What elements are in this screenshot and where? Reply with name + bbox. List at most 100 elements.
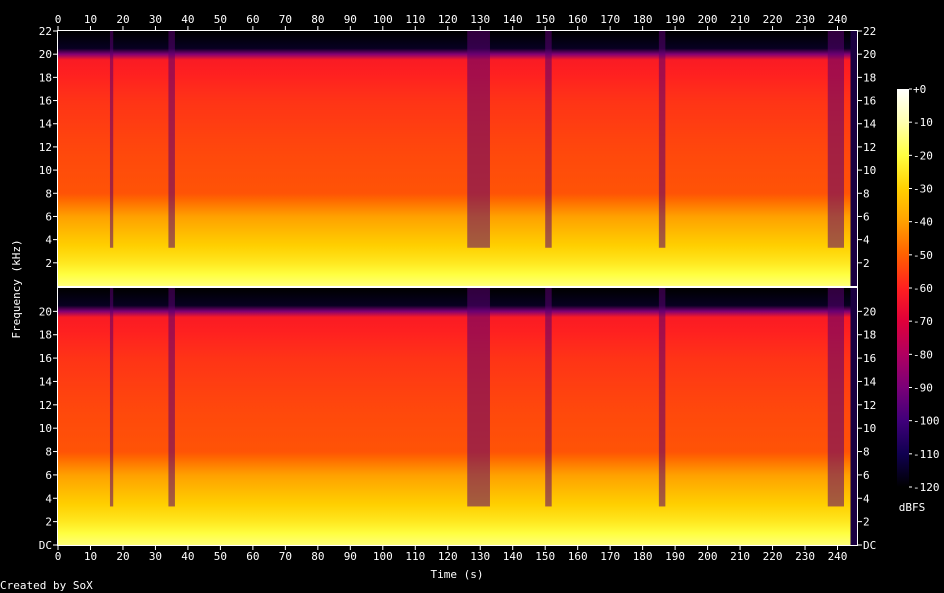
x-tick-label-top: 190 bbox=[665, 13, 685, 26]
y-tick-label-right: 22 bbox=[863, 25, 876, 38]
colorbar-tick-label: -50 bbox=[913, 249, 933, 262]
y-tick-label: 10 bbox=[39, 164, 52, 177]
y-tick-label-right: 18 bbox=[863, 329, 876, 342]
x-tick-label-top: 200 bbox=[698, 13, 718, 26]
x-tick-label-bottom: 220 bbox=[763, 550, 783, 563]
x-tick-label-top: 100 bbox=[373, 13, 393, 26]
y-tick-label-right: 20 bbox=[863, 48, 876, 61]
x-tick-label-bottom: 90 bbox=[344, 550, 357, 563]
x-tick-label-bottom: 110 bbox=[405, 550, 425, 563]
y-tick-label: 16 bbox=[39, 95, 52, 108]
x-axis-top: 0 10 20 30 40 50 60 70 80 90 100 110 120 130 140 150 160… bbox=[55, 13, 848, 31]
y-tick-label: DC bbox=[39, 539, 52, 552]
y-tick-label-right: 10 bbox=[863, 164, 876, 177]
y-tick-label: 2 bbox=[45, 257, 52, 270]
y-tick-label: 8 bbox=[45, 187, 52, 200]
x-tick-label-bottom: 20 bbox=[116, 550, 129, 563]
x-tick-label-top: 80 bbox=[311, 13, 324, 26]
x-tick-label-top: 30 bbox=[149, 13, 162, 26]
x-tick-label-top: 0 bbox=[55, 13, 62, 26]
y-tick-label-right: 16 bbox=[863, 95, 876, 108]
x-tick-label-bottom: 230 bbox=[795, 550, 815, 563]
colorbar-tick-label: +0 bbox=[913, 83, 926, 96]
x-tick-label-bottom: 70 bbox=[279, 550, 292, 563]
spectrum-band bbox=[58, 288, 851, 545]
y-tick-label-right: 14 bbox=[863, 118, 877, 131]
x-tick-label-top: 230 bbox=[795, 13, 815, 26]
x-tick-label-bottom: 50 bbox=[214, 550, 227, 563]
x-tick-label-bottom: 140 bbox=[503, 550, 523, 563]
colorbar-tick-label: -40 bbox=[913, 216, 933, 229]
x-tick-label-top: 160 bbox=[568, 13, 588, 26]
channel-2-spectrogram bbox=[57, 287, 858, 546]
x-tick-label-top: 110 bbox=[405, 13, 425, 26]
quiet-region bbox=[658, 288, 666, 507]
x-tick-label-bottom: 100 bbox=[373, 550, 393, 563]
y-tick-label-right: 16 bbox=[863, 352, 876, 365]
x-tick-label-bottom: 120 bbox=[438, 550, 458, 563]
quiet-region bbox=[545, 31, 552, 248]
quiet-region bbox=[827, 31, 845, 248]
quiet-region bbox=[658, 31, 666, 248]
quiet-region bbox=[168, 288, 175, 507]
spectrum-band bbox=[58, 31, 851, 286]
colorbar-tick-label: -90 bbox=[913, 382, 933, 395]
y-tick-label: 4 bbox=[45, 492, 52, 505]
x-tick-label-top: 40 bbox=[181, 13, 194, 26]
x-tick-label-top: 150 bbox=[535, 13, 555, 26]
colorbar-tick-label: -70 bbox=[913, 315, 933, 328]
y-tick-label-right: 12 bbox=[863, 141, 876, 154]
x-axis-bottom: 0 10 20 30 40 50 60 70 80 90 100 110 120 130 140 150 160… bbox=[55, 545, 847, 563]
quiet-region bbox=[827, 288, 845, 507]
y-tick-label-right: 20 bbox=[863, 305, 876, 318]
x-tick-label-bottom: 160 bbox=[568, 550, 588, 563]
y-tick-label-right: 10 bbox=[863, 422, 876, 435]
channel-1-spectrogram bbox=[57, 30, 858, 287]
x-tick-label-top: 50 bbox=[214, 13, 227, 26]
x-tick-label-top: 180 bbox=[633, 13, 653, 26]
x-tick-label-bottom: 190 bbox=[665, 550, 685, 563]
y-tick-label: 18 bbox=[39, 71, 52, 84]
x-tick-label-top: 120 bbox=[438, 13, 458, 26]
x-tick-label-bottom: 170 bbox=[600, 550, 620, 563]
y-tick-label: 10 bbox=[39, 422, 52, 435]
x-tick-label-bottom: 0 bbox=[55, 550, 62, 563]
x-tick-label-top: 70 bbox=[279, 13, 292, 26]
y-tick-label: 20 bbox=[39, 305, 52, 318]
x-tick-label-bottom: 60 bbox=[246, 550, 259, 563]
x-tick-label-top: 140 bbox=[503, 13, 523, 26]
colorbar-tick-label: -10 bbox=[913, 116, 933, 129]
x-tick-label-bottom: 150 bbox=[535, 550, 555, 563]
colorbar: +0 -10 -20 -30 -40 -50 -60 -70 -80 -90 -100 -110 -12… bbox=[897, 83, 940, 494]
y-tick-label: 12 bbox=[39, 141, 52, 154]
x-tick-label-top: 20 bbox=[116, 13, 129, 26]
x-tick-label-bottom: 180 bbox=[633, 550, 653, 563]
colorbar-tick-label: -110 bbox=[913, 448, 940, 461]
y-tick-label: 20 bbox=[39, 48, 52, 61]
colorbar-tick-label: -20 bbox=[913, 149, 933, 162]
y-tick-label: 6 bbox=[45, 210, 52, 223]
x-tick-label-top: 240 bbox=[828, 13, 848, 26]
y-tick-label: 4 bbox=[45, 234, 52, 247]
y-tick-label-right: 4 bbox=[863, 492, 870, 505]
colorbar-tick-label: -60 bbox=[913, 282, 933, 295]
quiet-region bbox=[467, 288, 490, 507]
y-tick-label: 6 bbox=[45, 469, 52, 482]
y-tick-label: 12 bbox=[39, 399, 52, 412]
x-tick-label-bottom: 210 bbox=[730, 550, 750, 563]
x-tick-label-top: 210 bbox=[730, 13, 750, 26]
y-tick-label-right: 2 bbox=[863, 257, 870, 270]
y-tick-label: 2 bbox=[45, 516, 52, 529]
x-tick-label-bottom: 80 bbox=[311, 550, 324, 563]
x-tick-label-bottom: 10 bbox=[84, 550, 97, 563]
y-tick-label-right: 18 bbox=[863, 71, 876, 84]
x-tick-label-top: 170 bbox=[600, 13, 620, 26]
x-tick-label-bottom: 130 bbox=[470, 550, 490, 563]
y-tick-label-right: 6 bbox=[863, 210, 870, 223]
quiet-region bbox=[109, 288, 114, 507]
x-tick-label-top: 60 bbox=[246, 13, 259, 26]
x-tick-label-top: 90 bbox=[344, 13, 357, 26]
x-tick-label-bottom: 200 bbox=[698, 550, 718, 563]
